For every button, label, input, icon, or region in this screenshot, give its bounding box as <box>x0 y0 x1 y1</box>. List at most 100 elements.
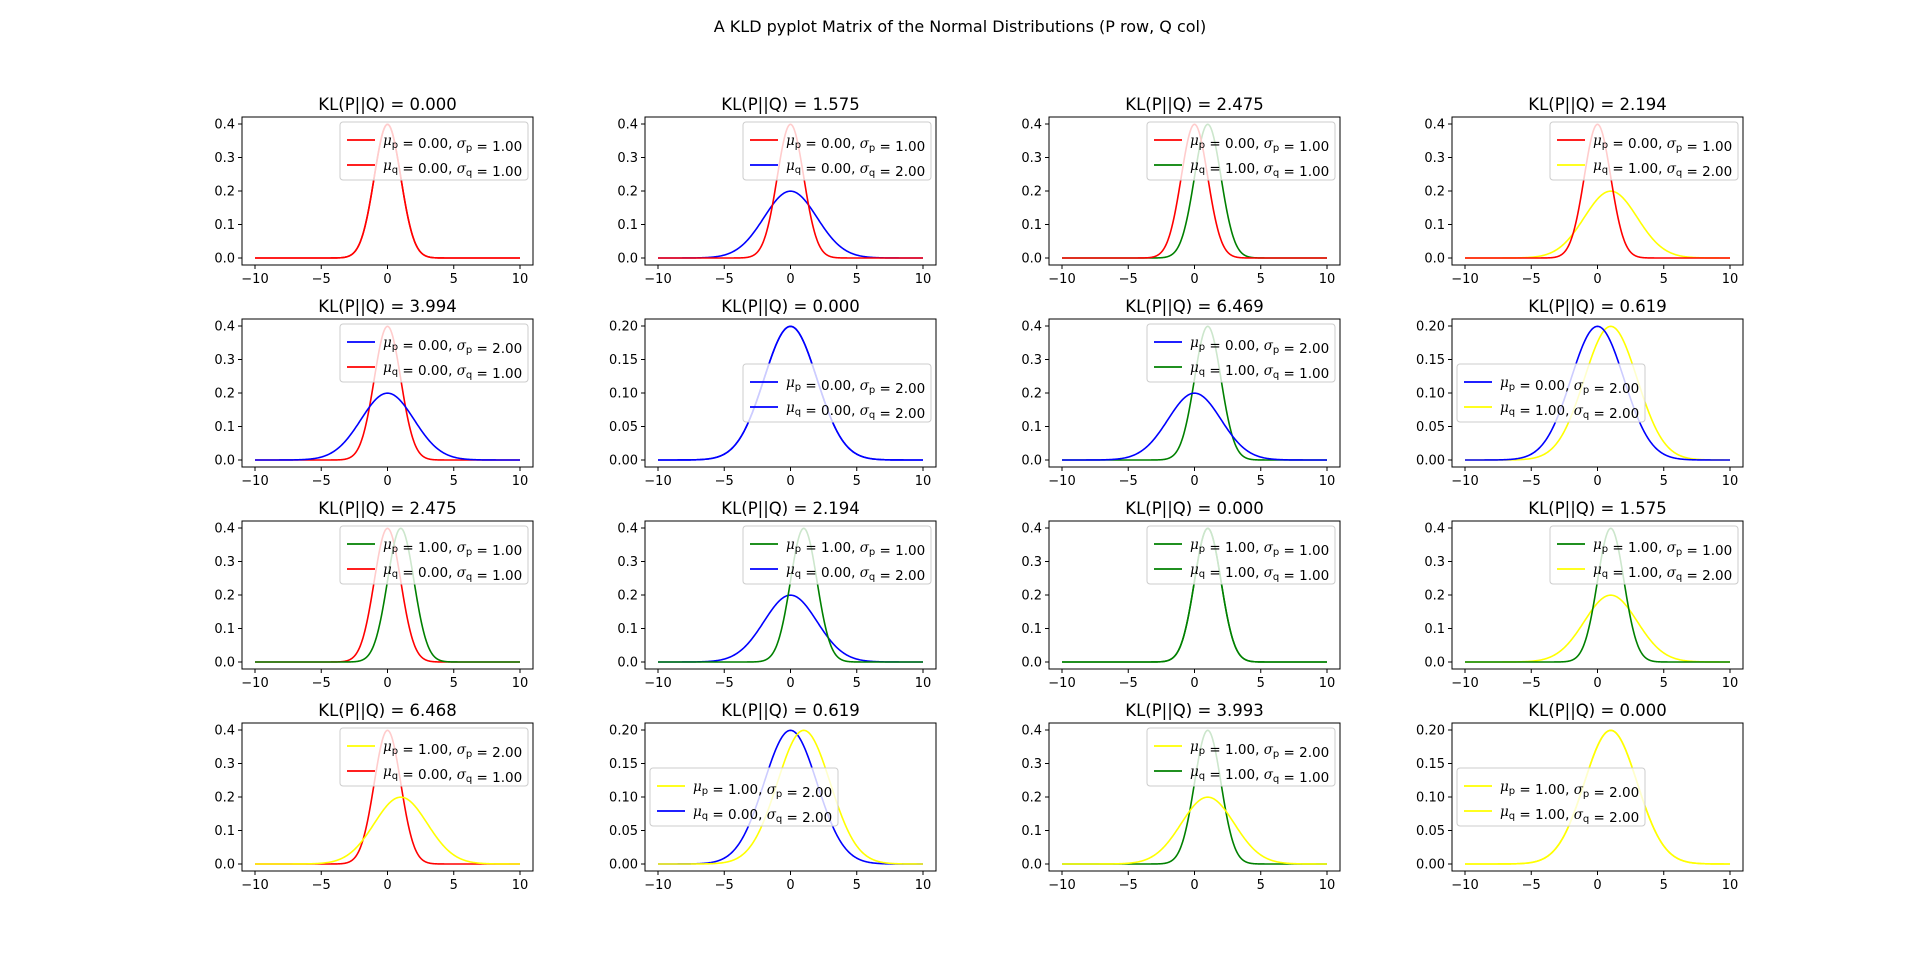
subplot-2-4: KL(P||Q) = 0.619 −10 −5 0 5 10 0.00 0.05 0.10 0.1… <box>1416 297 1744 489</box>
y-tick-label: 0.2 <box>1021 387 1042 402</box>
legend-label-p: μp = 0.00, σp = 1.00 <box>786 133 925 155</box>
y-tick-label: 0.3 <box>1021 757 1042 772</box>
y-tick-label: 0.4 <box>1021 522 1042 537</box>
legend: μp = 1.00, σp = 2.00 μq = 0.00, σq = 1.00 <box>339 727 529 787</box>
y-tick-label: 0.1 <box>617 218 638 233</box>
x-tick-label: 10 <box>1722 474 1739 489</box>
subplot-4-4: KL(P||Q) = 0.000 −10 −5 0 5 10 0.00 0.05 0.10 0.1… <box>1416 701 1744 893</box>
y-tick-label: 0.0 <box>214 454 235 469</box>
legend: μp = 0.00, σp = 2.00 μq = 0.00, σq = 2.00 <box>742 363 932 423</box>
y-tick-label: 0.4 <box>617 118 638 133</box>
x-tick-label: 5 <box>853 272 861 287</box>
y-tick-label: 0.3 <box>617 555 638 570</box>
legend: μp = 0.00, σp = 2.00 μq = 0.00, σq = 1.00 <box>339 323 529 383</box>
legend-box <box>339 727 529 787</box>
legend: μp = 1.00, σp = 2.00 μq = 0.00, σq = 2.00 <box>649 767 839 827</box>
x-tick-label: −5 <box>312 676 331 691</box>
subplot-title: KL(P||Q) = 1.575 <box>721 95 860 114</box>
x-tick-label: 0 <box>786 676 794 691</box>
subplot-3-1: KL(P||Q) = 2.475 −10 −5 0 5 10 0.0 0.1 0.2 0.3 0.4… <box>214 499 534 691</box>
x-tick-label: 5 <box>1660 878 1668 893</box>
legend-box <box>339 323 529 383</box>
subplot-title: KL(P||Q) = 0.000 <box>318 95 457 114</box>
y-tick-label: 0.3 <box>1021 353 1042 368</box>
legend-box <box>1146 121 1336 181</box>
y-tick-label: 0.15 <box>609 757 638 772</box>
legend: μp = 1.00, σp = 1.00 μq = 0.00, σq = 1.00 <box>339 525 529 585</box>
y-tick-label: 0.1 <box>214 622 235 637</box>
y-tick-label: 0.00 <box>1416 454 1445 469</box>
x-tick-label: 10 <box>915 676 932 691</box>
legend: μp = 1.00, σp = 1.00 μq = 1.00, σq = 2.00 <box>1549 525 1739 585</box>
legend-box <box>1456 767 1646 827</box>
legend-label-p: μp = 0.00, σp = 2.00 <box>1500 375 1639 397</box>
y-tick-label: 0.1 <box>1424 622 1445 637</box>
y-tick-label: 0.1 <box>617 622 638 637</box>
x-tick-label: 0 <box>1190 676 1198 691</box>
legend-label-p: μp = 1.00, σp = 2.00 <box>1500 779 1639 801</box>
y-tick-label: 0.4 <box>1021 724 1042 739</box>
x-tick-label: −10 <box>1451 474 1478 489</box>
y-tick-label: 0.2 <box>214 387 235 402</box>
series-p-line <box>658 729 923 865</box>
subplot-1-4: KL(P||Q) = 2.194 −10 −5 0 5 10 0.0 0.1 0.2 0.3 0.4… <box>1424 95 1744 287</box>
y-tick-label: 0.10 <box>1416 387 1445 402</box>
x-tick-label: −5 <box>1119 878 1138 893</box>
x-tick-label: −10 <box>241 878 268 893</box>
x-tick-label: 10 <box>1319 878 1336 893</box>
subplot-title: KL(P||Q) = 0.000 <box>1528 701 1667 720</box>
subplot-title: KL(P||Q) = 3.994 <box>318 297 457 316</box>
subplot-title: KL(P||Q) = 2.194 <box>1528 95 1667 114</box>
x-tick-label: 10 <box>1319 272 1336 287</box>
y-tick-label: 0.00 <box>609 858 638 873</box>
legend-label-p: μp = 0.00, σp = 2.00 <box>786 375 925 397</box>
legend-label-p: μp = 1.00, σp = 1.00 <box>383 537 522 559</box>
x-tick-label: −5 <box>312 272 331 287</box>
y-tick-label: 0.4 <box>1424 118 1445 133</box>
x-tick-label: 0 <box>786 272 794 287</box>
y-tick-label: 0.1 <box>214 824 235 839</box>
x-tick-label: −5 <box>312 878 331 893</box>
x-tick-label: −5 <box>312 474 331 489</box>
y-tick-label: 0.0 <box>214 252 235 267</box>
legend: μp = 0.00, σp = 1.00 μq = 1.00, σq = 2.00 <box>1549 121 1739 181</box>
y-tick-label: 0.20 <box>609 320 638 335</box>
subplot-3-2: KL(P||Q) = 2.194 −10 −5 0 5 10 0.0 0.1 0.2 0.3 0.4… <box>617 499 937 691</box>
y-tick-label: 0.00 <box>1416 858 1445 873</box>
y-tick-label: 0.3 <box>214 353 235 368</box>
legend-label-p: μp = 1.00, σp = 2.00 <box>693 779 832 801</box>
y-tick-label: 0.2 <box>617 589 638 604</box>
x-tick-label: 0 <box>1593 272 1601 287</box>
legend-box <box>649 767 839 827</box>
x-tick-label: 5 <box>450 676 458 691</box>
y-tick-label: 0.4 <box>214 118 235 133</box>
x-tick-label: −10 <box>241 676 268 691</box>
subplot-title: KL(P||Q) = 2.475 <box>318 499 457 518</box>
y-tick-label: 0.0 <box>1021 656 1042 671</box>
x-tick-label: 5 <box>853 676 861 691</box>
subplot-title: KL(P||Q) = 1.575 <box>1528 499 1667 518</box>
y-tick-label: 0.0 <box>1021 252 1042 267</box>
x-tick-label: −5 <box>1522 272 1541 287</box>
y-tick-label: 0.4 <box>214 724 235 739</box>
y-tick-label: 0.10 <box>1416 791 1445 806</box>
x-tick-label: 5 <box>450 272 458 287</box>
y-tick-label: 0.1 <box>214 218 235 233</box>
legend: μp = 0.00, σp = 1.00 μq = 0.00, σq = 2.00 <box>742 121 932 181</box>
legend: μp = 1.00, σp = 1.00 μq = 0.00, σq = 2.00 <box>742 525 932 585</box>
legend-label-q: μq = 0.00, σq = 2.00 <box>786 562 925 584</box>
y-tick-label: 0.2 <box>1424 589 1445 604</box>
legend: μp = 1.00, σp = 2.00 μq = 1.00, σq = 1.00 <box>1146 727 1336 787</box>
y-tick-label: 0.1 <box>1021 622 1042 637</box>
x-tick-label: 10 <box>915 272 932 287</box>
legend-label-q: μq = 0.00, σq = 1.00 <box>383 360 522 382</box>
legend: μp = 1.00, σp = 1.00 μq = 1.00, σq = 1.00 <box>1146 525 1336 585</box>
y-tick-label: 0.3 <box>1021 555 1042 570</box>
y-tick-label: 0.15 <box>1416 757 1445 772</box>
legend-label-q: μq = 1.00, σq = 1.00 <box>1190 158 1329 180</box>
legend-box <box>1146 323 1336 383</box>
x-tick-label: 5 <box>1660 676 1668 691</box>
legend-label-p: μp = 1.00, σp = 1.00 <box>786 537 925 559</box>
subplot-2-1: KL(P||Q) = 3.994 −10 −5 0 5 10 0.0 0.1 0.2 0.3 0.4… <box>214 297 534 489</box>
y-tick-label: 0.4 <box>617 522 638 537</box>
